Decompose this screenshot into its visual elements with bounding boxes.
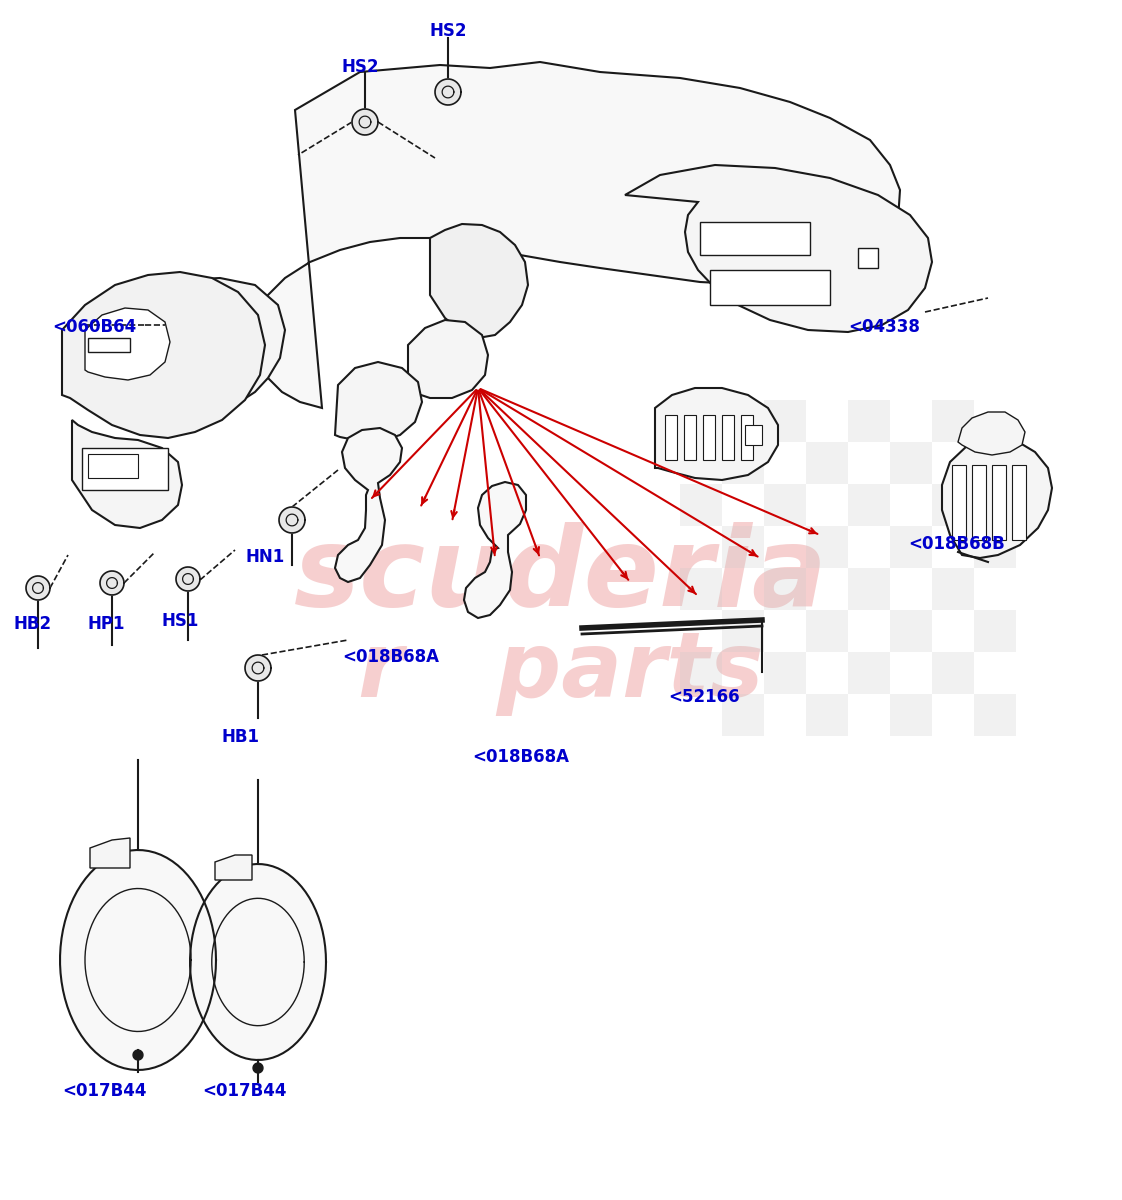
Bar — [806, 526, 848, 568]
Bar — [848, 568, 890, 610]
Polygon shape — [335, 428, 402, 582]
Bar — [932, 400, 974, 442]
Polygon shape — [134, 1050, 142, 1060]
Bar — [806, 610, 848, 652]
Text: HP1: HP1 — [88, 614, 126, 634]
Polygon shape — [335, 362, 422, 442]
Polygon shape — [992, 464, 1006, 540]
Text: <018B68B: <018B68B — [908, 535, 1004, 553]
Polygon shape — [88, 454, 138, 478]
Polygon shape — [942, 438, 1052, 558]
Polygon shape — [951, 464, 966, 540]
Bar — [890, 694, 932, 736]
Text: HB1: HB1 — [222, 728, 260, 746]
Polygon shape — [61, 850, 217, 1070]
Polygon shape — [700, 222, 810, 254]
Bar — [890, 610, 932, 652]
Polygon shape — [245, 655, 272, 680]
Polygon shape — [625, 164, 932, 332]
Bar — [764, 400, 806, 442]
Bar — [721, 610, 764, 652]
Bar — [974, 442, 1017, 484]
Polygon shape — [721, 415, 734, 460]
Polygon shape — [408, 320, 488, 398]
Bar — [974, 694, 1017, 736]
Text: <060B64: <060B64 — [52, 318, 136, 336]
Text: <04338: <04338 — [848, 318, 920, 336]
Bar — [680, 652, 721, 694]
Bar — [721, 442, 764, 484]
Polygon shape — [665, 415, 677, 460]
Bar — [764, 568, 806, 610]
Bar — [848, 484, 890, 526]
Bar — [932, 484, 974, 526]
Bar — [974, 526, 1017, 568]
Polygon shape — [435, 79, 461, 104]
Polygon shape — [1012, 464, 1026, 540]
Polygon shape — [176, 568, 200, 590]
Bar — [890, 526, 932, 568]
Bar — [848, 652, 890, 694]
Bar — [680, 484, 721, 526]
Bar — [974, 610, 1017, 652]
Polygon shape — [745, 425, 762, 445]
Polygon shape — [858, 248, 879, 268]
Bar — [721, 526, 764, 568]
Bar — [806, 442, 848, 484]
Polygon shape — [100, 571, 125, 595]
Polygon shape — [254, 1063, 263, 1073]
Polygon shape — [88, 338, 130, 352]
Text: scuderia: scuderia — [294, 522, 828, 630]
Polygon shape — [26, 576, 50, 600]
Text: <017B44: <017B44 — [62, 1082, 147, 1100]
Polygon shape — [62, 272, 265, 438]
Bar — [932, 652, 974, 694]
Text: <52166: <52166 — [668, 688, 739, 706]
Text: HS2: HS2 — [342, 58, 379, 76]
Polygon shape — [90, 838, 130, 868]
Bar — [680, 400, 721, 442]
Bar — [764, 484, 806, 526]
Polygon shape — [82, 448, 168, 490]
Polygon shape — [255, 62, 900, 408]
Polygon shape — [215, 854, 252, 880]
Bar — [764, 652, 806, 694]
Polygon shape — [710, 270, 830, 305]
Polygon shape — [741, 415, 753, 460]
Polygon shape — [958, 412, 1026, 455]
Bar — [890, 442, 932, 484]
Bar — [848, 400, 890, 442]
Bar — [932, 568, 974, 610]
Polygon shape — [85, 308, 171, 380]
Polygon shape — [430, 224, 528, 338]
Polygon shape — [352, 109, 378, 134]
Polygon shape — [684, 415, 696, 460]
Text: HB2: HB2 — [13, 614, 52, 634]
Text: HN1: HN1 — [246, 548, 285, 566]
Text: HS2: HS2 — [430, 22, 468, 40]
Polygon shape — [465, 482, 526, 618]
Text: r   parts: r parts — [358, 628, 764, 716]
Bar — [721, 694, 764, 736]
Polygon shape — [703, 415, 715, 460]
Polygon shape — [655, 388, 778, 480]
Bar — [680, 568, 721, 610]
Polygon shape — [120, 278, 285, 420]
Text: <017B44: <017B44 — [202, 1082, 286, 1100]
Polygon shape — [190, 864, 327, 1060]
Polygon shape — [279, 508, 305, 533]
Polygon shape — [972, 464, 986, 540]
Text: <018B68A: <018B68A — [472, 748, 569, 766]
Polygon shape — [72, 420, 182, 528]
Bar — [806, 694, 848, 736]
Text: HS1: HS1 — [162, 612, 200, 630]
Text: <018B68A: <018B68A — [342, 648, 439, 666]
